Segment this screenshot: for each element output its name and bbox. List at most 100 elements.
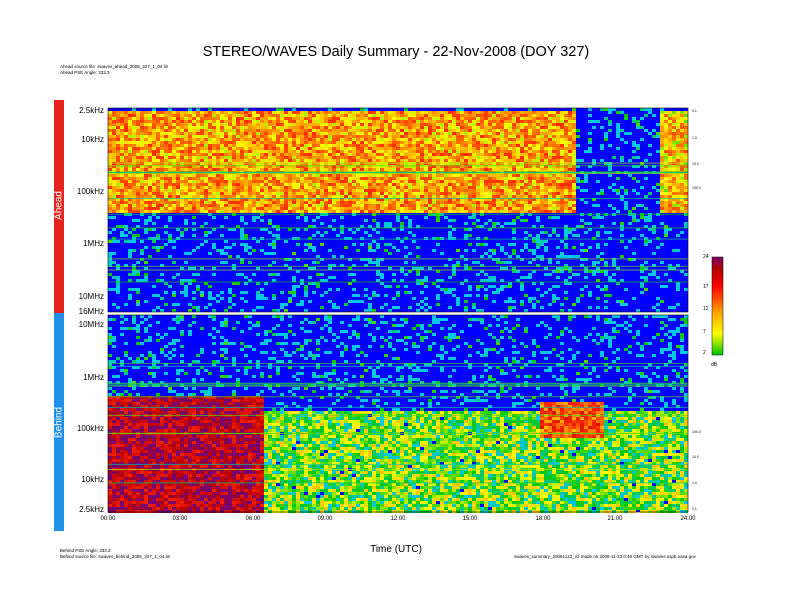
ahead-cell [384, 189, 388, 192]
ahead-cell [188, 138, 192, 141]
ahead-cell [508, 186, 512, 189]
ahead-cell [124, 114, 128, 117]
ahead-cell [336, 135, 340, 138]
ahead-cell [420, 156, 424, 159]
ahead-cell [120, 204, 124, 207]
ahead-cell [208, 111, 212, 114]
ahead-cell [460, 141, 464, 144]
ahead-cell [500, 174, 504, 177]
ahead-cell [424, 204, 428, 207]
ahead-cell [528, 120, 532, 123]
ahead-cell [488, 177, 492, 180]
ahead-cell [508, 207, 512, 210]
ahead-cell [496, 147, 500, 150]
ahead-cell [488, 201, 492, 204]
ahead-cell [172, 294, 176, 297]
ahead-cell [364, 120, 368, 123]
ahead-cell [440, 132, 444, 135]
ahead-cell [592, 270, 596, 273]
ahead-cell [140, 132, 144, 135]
ahead-cell [576, 165, 580, 168]
ahead-cell [232, 156, 236, 159]
ahead-cell [420, 114, 424, 117]
ahead-cell [144, 189, 148, 192]
ahead-cell [112, 207, 116, 210]
ahead-cell [240, 204, 244, 207]
ahead-cell [276, 153, 280, 156]
ahead-cell [164, 156, 168, 159]
ahead-cell [372, 249, 376, 252]
ahead-cell [436, 174, 440, 177]
ahead-cell [140, 123, 144, 126]
ahead-cell [220, 147, 224, 150]
ahead-cell [348, 300, 352, 303]
ahead-cell [460, 117, 464, 120]
ahead-cell [552, 141, 556, 144]
ahead-cell [248, 183, 252, 186]
ahead-cell [296, 156, 300, 159]
ahead-cell [236, 147, 240, 150]
ahead-cell [268, 126, 272, 129]
ahead-cell [424, 309, 428, 312]
ahead-cell [368, 309, 372, 312]
ahead-cell [492, 126, 496, 129]
chart-title: STEREO/WAVES Daily Summary - 22-Nov-2008… [202, 44, 590, 60]
ahead-cell [328, 300, 332, 303]
ahead-cell [408, 219, 412, 222]
ahead-cell [348, 201, 352, 204]
ahead-cell [428, 147, 432, 150]
ahead-cell [324, 132, 328, 135]
ahead-cell [280, 195, 284, 198]
ahead-cell [412, 117, 416, 120]
ahead-cell [392, 183, 396, 186]
ahead-cell [420, 306, 424, 309]
ahead-cell [468, 186, 472, 189]
ahead-cell [548, 141, 552, 144]
ahead-cell [204, 207, 208, 210]
ahead-cell [188, 114, 192, 117]
ahead-cell [284, 210, 288, 213]
ahead-cell [516, 180, 520, 183]
ahead-cell [376, 258, 380, 261]
ahead-cell [216, 114, 220, 117]
ahead-cell [168, 186, 172, 189]
ahead-cell [556, 210, 560, 213]
ahead-cell [564, 195, 568, 198]
ahead-cell [384, 225, 388, 228]
ahead-cell [208, 108, 212, 111]
ahead-cell [508, 222, 512, 225]
ahead-cell [440, 180, 444, 183]
ahead-cell [540, 159, 544, 162]
ahead-cell [284, 195, 288, 198]
ahead-cell [292, 198, 296, 201]
ahead-cell [512, 153, 516, 156]
ahead-cell [440, 114, 444, 117]
ahead-cell [452, 201, 456, 204]
ahead-cell [540, 225, 544, 228]
ahead-cell [272, 144, 276, 147]
ahead-cell [160, 201, 164, 204]
ahead-cell [300, 168, 304, 171]
ahead-cell [464, 198, 468, 201]
ahead-cell [488, 150, 492, 153]
ahead-cell [216, 153, 220, 156]
ahead-cell [444, 210, 448, 213]
ahead-cell [588, 108, 592, 111]
ahead-cell [204, 222, 208, 225]
ahead-cell [480, 138, 484, 141]
ahead-cell [380, 273, 384, 276]
ahead-cell [112, 111, 116, 114]
ahead-cell [124, 150, 128, 153]
ahead-cell [556, 153, 560, 156]
ahead-cell [300, 186, 304, 189]
ahead-cell [320, 123, 324, 126]
ahead-cell [216, 180, 220, 183]
ahead-cell [376, 129, 380, 132]
ahead-cell [360, 150, 364, 153]
ahead-cell [492, 249, 496, 252]
ahead-cell [220, 123, 224, 126]
ahead-cell [116, 126, 120, 129]
ahead-cell [160, 144, 164, 147]
ahead-cell [120, 156, 124, 159]
ahead-cell [180, 192, 184, 195]
